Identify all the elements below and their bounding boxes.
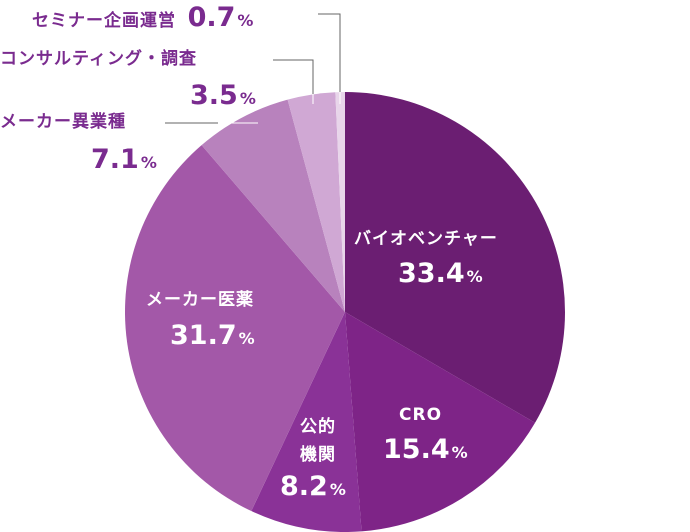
label-bioventure-name: バイオベンチャー [354, 229, 498, 249]
label-cro-name: CRO [399, 405, 443, 425]
leader-lines-on-pie [218, 92, 341, 124]
label-bioventure-value: 33.4% [398, 258, 483, 289]
leader-line-consulting [273, 59, 314, 104]
leader-line-seminar [318, 13, 341, 104]
label-public-name-line2: 機関 [300, 445, 336, 465]
leader-lines [165, 13, 341, 124]
pie-slice [345, 92, 566, 423]
pie-slice [125, 145, 345, 512]
label-consulting-value: 3.5% [190, 80, 256, 111]
label-maker-other-value: 7.1% [91, 144, 157, 175]
label-seminar-value: 0.7% [187, 2, 254, 33]
pie-slice [251, 312, 362, 532]
label-seminar-name: セミナー企画運営 [32, 11, 176, 31]
label-seminar: セミナー企画運営 0.7% [32, 4, 253, 31]
pie-slice [345, 312, 536, 532]
label-maker-pharma-value: 31.7% [170, 320, 255, 351]
label-maker-other-name: メーカー異業種 [0, 112, 126, 132]
label-cro-value: 15.4% [383, 434, 468, 465]
label-consulting-name: コンサルティング・調査 [0, 49, 197, 69]
label-public-name-line1: 公的 [300, 417, 336, 437]
pie-slice [335, 92, 345, 312]
pie-slices [125, 92, 566, 532]
label-maker-pharma-name: メーカー医薬 [146, 290, 254, 310]
label-public-value: 8.2% [280, 471, 346, 502]
pie-slice [201, 99, 345, 312]
pie-slice [287, 92, 345, 312]
